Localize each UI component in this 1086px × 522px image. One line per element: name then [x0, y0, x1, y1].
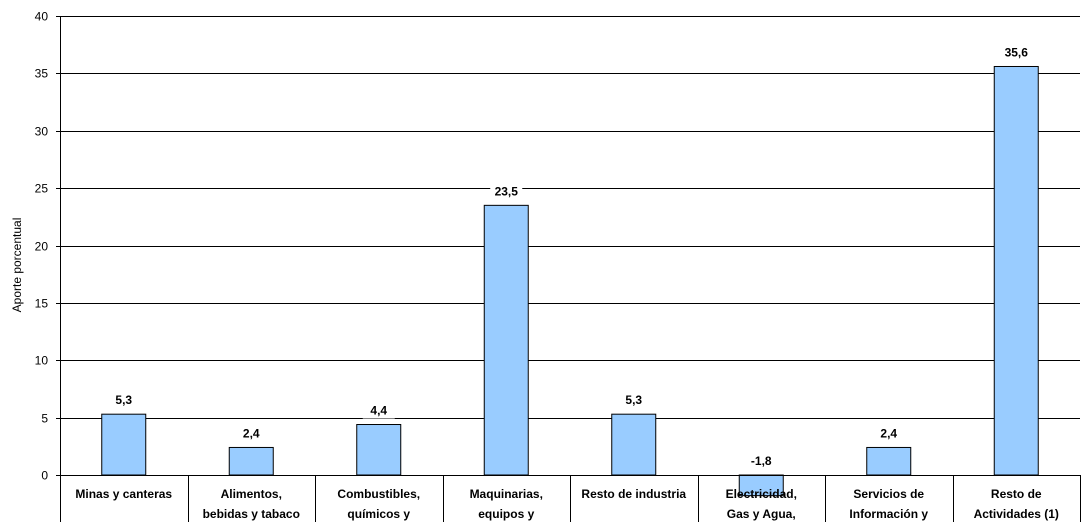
data-label-background	[235, 425, 268, 442]
bar	[101, 413, 147, 476]
category-label: Resto de Actividades (1)	[974, 487, 1059, 521]
bar	[228, 446, 274, 476]
y-tick-label: 25	[35, 182, 49, 196]
bar	[993, 65, 1039, 476]
category-label: Minas y canteras	[75, 487, 172, 501]
data-label-background	[617, 392, 650, 409]
category-label: Resto de industria	[581, 487, 686, 501]
data-label-background	[107, 392, 140, 409]
category-label: Maquinarias, equipos y	[470, 487, 543, 521]
data-label: 2,4	[880, 426, 897, 440]
data-label-background	[745, 453, 778, 469]
data-labels: 5,3 2,4 4,4 23,5 5,3 -1,8 2,4 35,6	[107, 44, 1033, 469]
data-label: 35,6	[1005, 45, 1029, 59]
category-label: Combustibles, químicos y	[337, 487, 420, 521]
data-label: 5,3	[625, 393, 642, 407]
data-label-background	[872, 425, 905, 442]
data-label-background	[1000, 44, 1033, 61]
data-label-background	[362, 402, 395, 419]
y-tick-label: 20	[35, 240, 49, 254]
axes	[56, 16, 1081, 522]
data-label: 2,4	[243, 426, 260, 440]
category-label: Alimentos, bebidas y tabaco	[203, 487, 300, 521]
category-label: Servicios de Información y	[849, 487, 928, 521]
bars	[101, 65, 1039, 497]
y-tick-label: 15	[35, 297, 49, 311]
y-tick-label: 40	[35, 10, 49, 24]
y-tick-label: 10	[35, 354, 49, 368]
y-tick-label: 0	[41, 469, 48, 483]
y-tick-label: 5	[41, 412, 48, 426]
bar	[611, 413, 657, 476]
bar	[483, 204, 529, 476]
y-tick-label: 30	[35, 125, 49, 139]
data-label: 4,4	[370, 404, 387, 418]
bar	[866, 446, 912, 476]
y-tick-label: 35	[35, 67, 49, 81]
gridlines	[60, 16, 1080, 419]
bar	[356, 424, 402, 476]
data-label-background	[490, 183, 523, 200]
y-axis-label: Aporte porcentual	[10, 218, 24, 313]
y-tick-labels: 0 5 10 15 20 25 30 35 40	[35, 10, 49, 483]
category-label: Electricidad, Gas y Agua,	[726, 487, 797, 521]
category-labels: Minas y canteras Alimentos, bebidas y taba…	[75, 487, 1059, 521]
data-label: -1,8	[751, 454, 772, 468]
data-label: 23,5	[495, 184, 519, 198]
data-label: 5,3	[115, 393, 132, 407]
